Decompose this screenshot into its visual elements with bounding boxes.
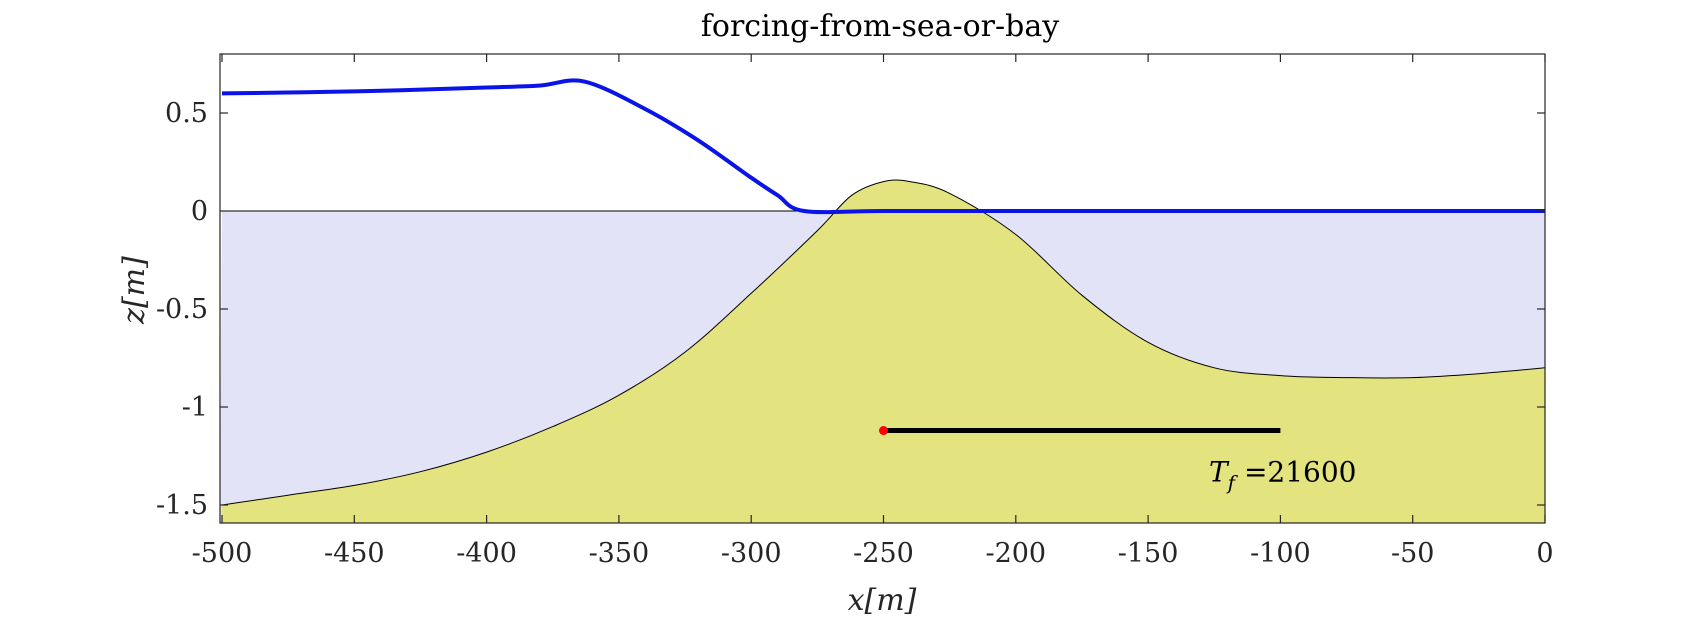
y-tick-label: -1 [182,392,208,423]
x-axis-label: x[m] [848,583,917,618]
y-axis-ticks: 0.5 0 -0.5 -1 -1.5 [156,98,1545,521]
y-tick-label: 0.5 [165,98,208,129]
x-tick-label: -350 [589,538,650,569]
x-tick-label: -50 [1391,538,1434,569]
x-tick-label: -150 [1118,538,1179,569]
x-tick-label: -400 [456,538,517,569]
y-tick-label: -1.5 [156,490,208,521]
x-tick-label: 0 [1536,538,1553,569]
plot-frame [219,53,1546,524]
x-tick-label: -250 [853,538,914,569]
x-tick-label: -500 [192,538,253,569]
chart-title: forcing-from-sea-or-bay [701,9,1059,44]
x-axis-ticks: -500 -450 -400 -350 -300 -250 -200 -150 -100 -50 0 [192,54,1554,569]
x-tick-label: -100 [1250,538,1311,569]
sand-area [222,179,1545,523]
y-tick-label: -0.5 [156,294,208,325]
forcing-time-annotation: Tf =21600 [1209,455,1357,494]
y-tick-label: 0 [191,196,208,227]
bed-line [221,179,1545,506]
y-axis-label: z[m] [117,256,152,325]
water-surface-line [221,78,1545,215]
forcing-dot [879,426,888,436]
x-tick-label: -450 [324,538,385,569]
x-tick-label: -200 [985,538,1046,569]
x-tick-label: -300 [721,538,782,569]
